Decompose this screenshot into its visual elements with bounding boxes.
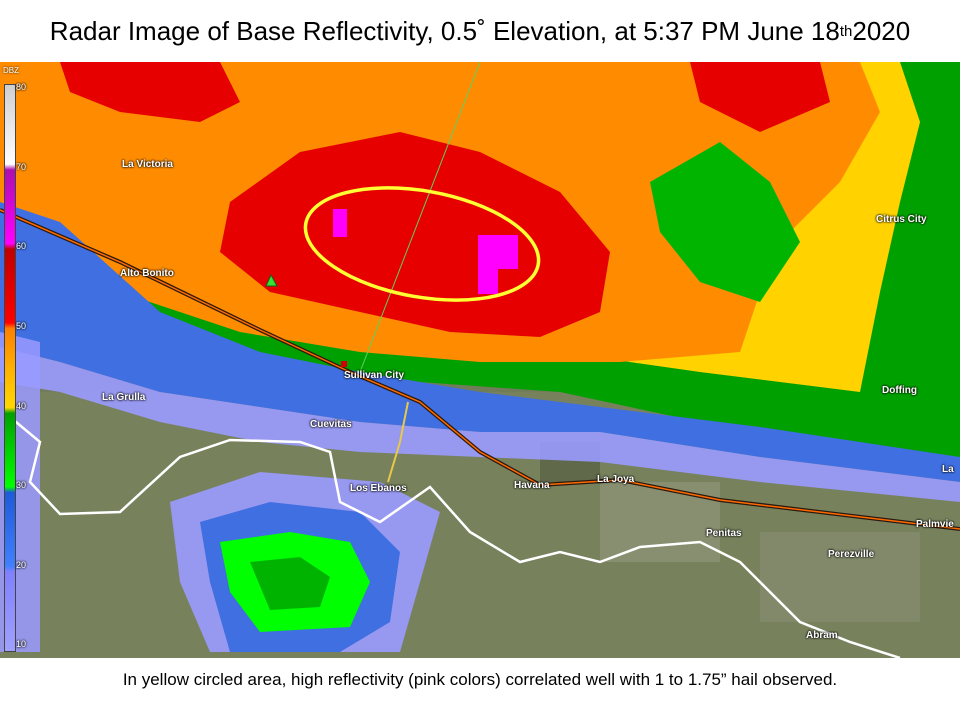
town-perezville: Perezville [828, 549, 875, 560]
dbz-color-scale: DBZ 80 70 60 50 40 30 20 10 [0, 62, 26, 652]
spotter-marker-icon [265, 273, 278, 287]
band-lavender [0, 347, 960, 502]
radar-map: La Victoria Alto Bonito Citrus City Sull… [0, 62, 960, 658]
town-la-grulla: La Grulla [102, 392, 146, 403]
town-la-edge: La [942, 464, 954, 475]
band-red-northeast [690, 62, 830, 132]
slide-caption: In yellow circled area, high reflectivit… [122, 670, 838, 689]
town-penitas: Penitas [706, 528, 742, 539]
town-doffing: Doffing [882, 385, 917, 396]
town-cuevitas: Cuevitas [310, 419, 352, 430]
hail-circle [303, 186, 541, 302]
scale-tick: 20 [16, 560, 27, 570]
scale-tick: 50 [16, 321, 27, 331]
urban-area [600, 482, 720, 562]
rio-grande [9, 416, 901, 658]
slide-title: Radar Image of Base Reflectivity, 0.5˚ E… [0, 0, 960, 62]
band-green-patch-east [650, 142, 800, 302]
scale-tick: 30 [16, 480, 27, 490]
scale-unit: DBZ [3, 66, 19, 75]
town-citrus-city: Citrus City [876, 214, 927, 225]
scale-bar [4, 84, 16, 652]
urban-area-east [760, 532, 920, 622]
town-la-victoria: La Victoria [122, 159, 173, 170]
town-alto-bonito: Alto Bonito [120, 268, 174, 279]
town-havana: Havana [514, 480, 550, 491]
pink-core-east [478, 235, 518, 294]
highway-center [0, 209, 960, 530]
town-la-joya: La Joya [597, 474, 635, 485]
band-red-north [60, 62, 240, 122]
scale-tick: 80 [16, 82, 27, 92]
scale-tick: 60 [16, 241, 27, 251]
title-text: Radar Image of Base Reflectivity, 0.5˚ E… [49, 15, 840, 46]
scale-tick: 70 [16, 162, 27, 172]
band-blue [0, 202, 960, 482]
road-south [387, 401, 409, 483]
town-palmview: Palmvie [916, 519, 954, 530]
scale-tick: 10 [16, 639, 27, 649]
band-red [220, 132, 610, 337]
title-year: 2020 [852, 15, 911, 46]
south-echo-darkgreen [250, 557, 330, 610]
title-ordinal: th [839, 22, 853, 40]
radar-map-graphic [0, 62, 960, 658]
town-sullivan-city: Sullivan City [344, 370, 405, 381]
city-marker-icon [341, 361, 347, 367]
scale-tick: 40 [16, 401, 27, 411]
county-line [359, 62, 481, 373]
town-abram: Abram [806, 630, 838, 641]
pink-core-west [333, 209, 347, 237]
town-los-ebanos: Los Ebanos [350, 483, 407, 494]
